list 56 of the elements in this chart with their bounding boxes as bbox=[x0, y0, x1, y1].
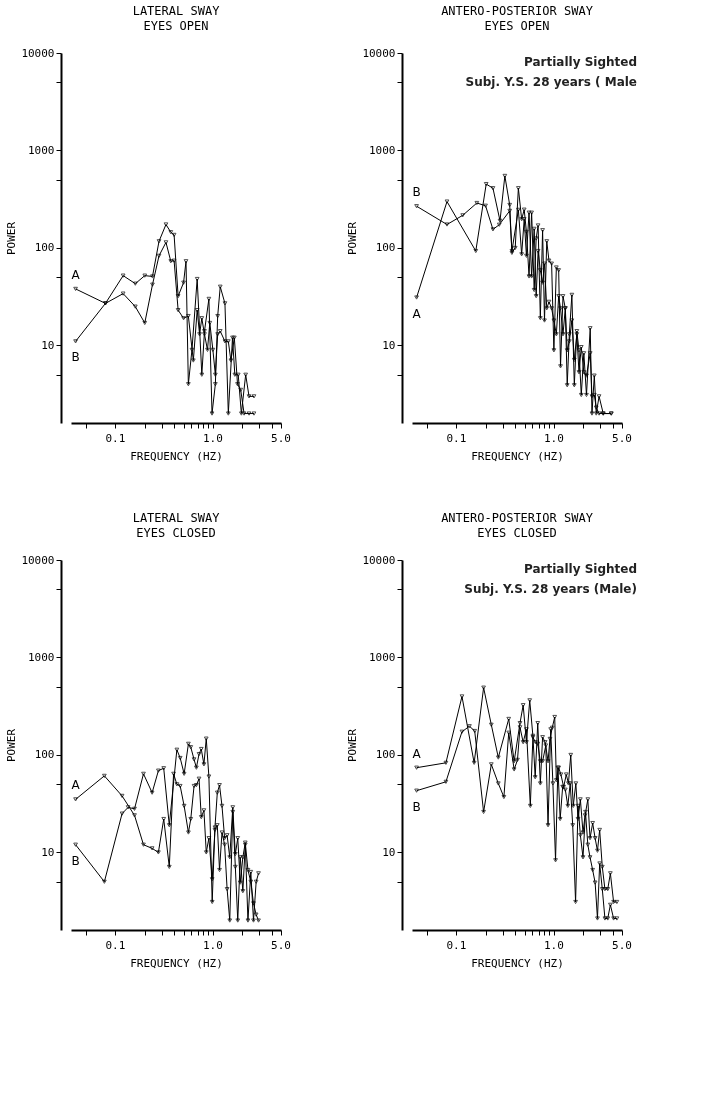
x-tick-label: 5.0 bbox=[271, 432, 291, 445]
x-axis-title: FREQUENCY (HZ) bbox=[471, 957, 564, 970]
x-tick-label: 0.1 bbox=[446, 939, 467, 952]
x-axis-title: FREQUENCY (HZ) bbox=[130, 957, 223, 970]
series-label: B bbox=[71, 350, 80, 365]
y-tick-label: 1000 bbox=[28, 650, 55, 664]
annotation: Partially Sighted bbox=[523, 562, 637, 576]
y-axis-title: POWER bbox=[5, 221, 19, 256]
y-tick-label: 1000 bbox=[28, 143, 55, 157]
y-tick-label: 100 bbox=[375, 241, 396, 255]
series-label: A bbox=[412, 306, 422, 321]
annotation: Subj. Y.S. 28 years ( Male bbox=[465, 75, 637, 89]
y-tick-label: 10000 bbox=[362, 553, 396, 567]
y-tick-label: 10000 bbox=[21, 46, 55, 60]
x-tick-label: 1.0 bbox=[202, 432, 223, 445]
chart-subtitle: EYES OPEN bbox=[143, 19, 209, 33]
series-label: B bbox=[412, 185, 421, 200]
y-axis-title: POWER bbox=[346, 728, 360, 763]
x-axis-title: FREQUENCY (HZ) bbox=[130, 450, 223, 463]
y-tick-label: 100 bbox=[375, 748, 396, 762]
y-tick-label: 1000 bbox=[369, 143, 396, 157]
y-tick-label: 10 bbox=[41, 845, 55, 859]
series-label: A bbox=[71, 267, 81, 282]
y-tick-label: 10 bbox=[382, 845, 396, 859]
y-tick-label: 1000 bbox=[369, 650, 396, 664]
x-tick-label: 5.0 bbox=[271, 939, 291, 952]
chart-subtitle: EYES CLOSED bbox=[136, 526, 216, 540]
y-tick-label: 100 bbox=[34, 241, 55, 255]
chart-subtitle: EYES CLOSED bbox=[477, 526, 557, 540]
chart-subtitle: EYES OPEN bbox=[484, 19, 550, 33]
y-tick-label: 100 bbox=[34, 748, 55, 762]
x-tick-label: 0.1 bbox=[446, 432, 467, 445]
chart-title: ANTERO-POSTERIOR SWAY bbox=[441, 511, 594, 525]
chart-title: LATERAL SWAY bbox=[132, 4, 221, 18]
chart-title: LATERAL SWAY bbox=[132, 511, 221, 525]
x-tick-label: 1.0 bbox=[543, 432, 564, 445]
x-axis-title: FREQUENCY (HZ) bbox=[471, 450, 564, 463]
y-axis-title: POWER bbox=[5, 728, 19, 763]
y-tick-label: 10000 bbox=[362, 46, 396, 60]
series-label: B bbox=[412, 799, 421, 814]
x-tick-label: 5.0 bbox=[612, 432, 632, 445]
x-tick-label: 0.1 bbox=[105, 432, 126, 445]
series-label: A bbox=[412, 746, 422, 761]
x-tick-label: 1.0 bbox=[202, 939, 223, 952]
y-tick-label: 10000 bbox=[21, 553, 55, 567]
series-label: B bbox=[71, 853, 80, 868]
y-axis-title: POWER bbox=[346, 221, 360, 256]
x-tick-label: 1.0 bbox=[543, 939, 564, 952]
annotation: Subj. Y.S. 28 years (Male) bbox=[464, 582, 637, 596]
annotation: Partially Sighted bbox=[523, 55, 637, 69]
y-tick-label: 10 bbox=[382, 338, 396, 352]
series-label: A bbox=[71, 778, 81, 793]
chart-title: ANTERO-POSTERIOR SWAY bbox=[441, 4, 594, 18]
y-tick-label: 10 bbox=[41, 338, 55, 352]
x-tick-label: 0.1 bbox=[105, 939, 126, 952]
x-tick-label: 5.0 bbox=[612, 939, 632, 952]
